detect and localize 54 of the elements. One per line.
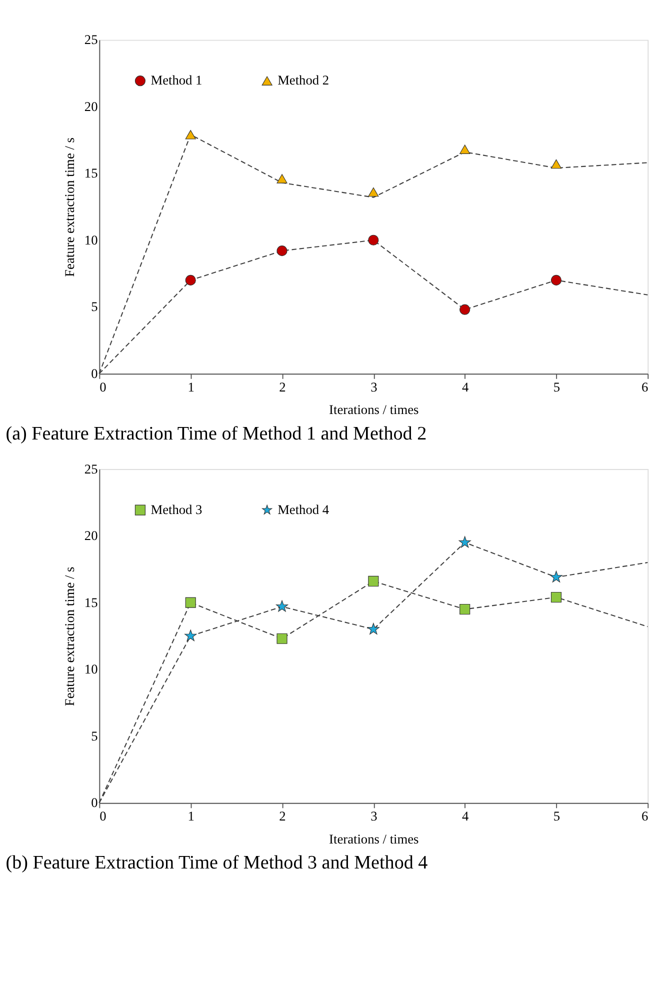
point [276, 246, 288, 256]
y-tick-label: 25 [84, 32, 98, 48]
x-tick-label: 4 [462, 808, 469, 824]
y-tick-label: 20 [84, 98, 98, 114]
point [185, 274, 196, 286]
point [550, 159, 562, 169]
y-tick-label: 5 [91, 728, 98, 744]
point [458, 536, 471, 548]
legend-label: Method 4 [278, 502, 330, 517]
y-tick-label: 10 [84, 662, 98, 677]
y-axis-title: Feature extraction time / s [62, 138, 77, 277]
y-axis-title: Feature extraction time / s [62, 566, 77, 706]
y-tick-label: 15 [84, 594, 98, 610]
x-tick-label: 5 [553, 379, 560, 394]
point [367, 622, 380, 634]
x-tick-label: 6 [641, 379, 648, 394]
point [276, 174, 288, 184]
legend-label: Method 3 [150, 502, 203, 517]
y-tick-label: 0 [91, 795, 98, 810]
x-tick-label: 6 [641, 808, 648, 824]
x-axis-title: Iterations / times [329, 402, 419, 418]
point [184, 630, 197, 642]
point [276, 600, 288, 612]
x-tick-label: 2 [279, 808, 286, 824]
point [460, 604, 470, 615]
legend-label: Method 1 [150, 72, 202, 88]
point [460, 304, 470, 315]
legend-label: Method 2 [278, 72, 330, 88]
x-axis-title: Iterations / times [329, 831, 419, 846]
point [550, 592, 562, 603]
x-tick-label: 4 [462, 379, 469, 394]
point [550, 570, 562, 582]
x-tick-label: 3 [370, 379, 378, 394]
text: (b) Feature Extraction Time of Method 3 and Method 4 [6, 852, 428, 874]
y-tick-label: 10 [84, 232, 98, 248]
point [185, 130, 196, 140]
point [550, 274, 562, 286]
y-tick-label: 5 [91, 299, 98, 314]
x-tick-label: 1 [188, 379, 194, 394]
y-tick-label: 25 [84, 461, 98, 476]
point [368, 576, 379, 587]
point [368, 187, 379, 197]
point [460, 144, 470, 154]
x-tick-label: 1 [188, 808, 194, 824]
x-tick-label: 3 [370, 808, 378, 824]
y-tick-label: 0 [91, 366, 98, 381]
point [185, 597, 196, 608]
y-tick-label: 20 [84, 528, 98, 544]
x-tick-label: 5 [553, 808, 560, 824]
x-tick-label: 2 [279, 379, 286, 394]
y-tick-label: 15 [84, 166, 98, 181]
point [276, 633, 288, 644]
point [368, 234, 379, 246]
text: (a) Feature Extraction Time of Method 1 and Method 2 [6, 423, 427, 444]
